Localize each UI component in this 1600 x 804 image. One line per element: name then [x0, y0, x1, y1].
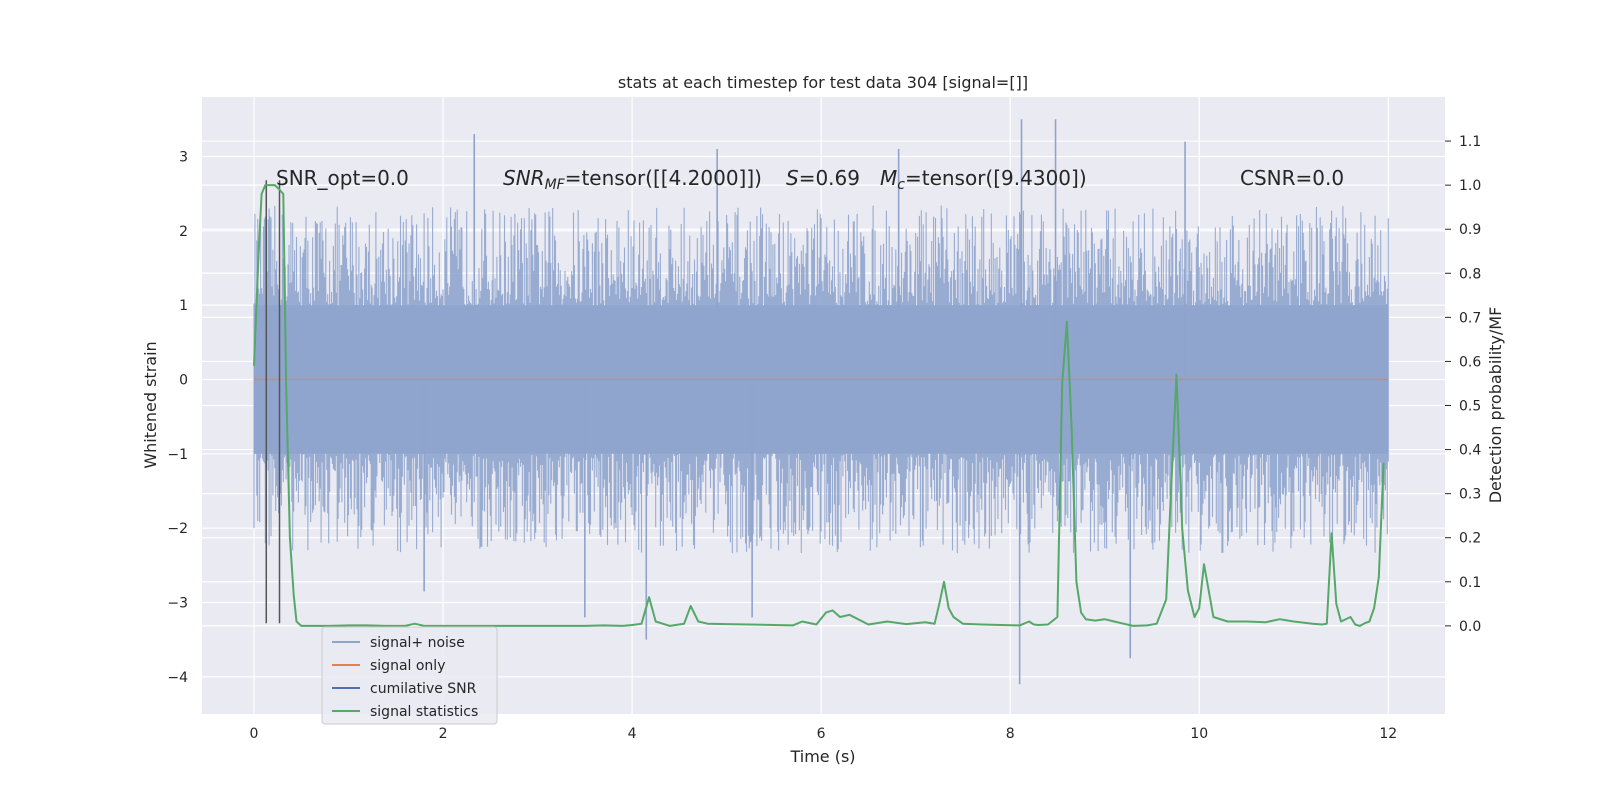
signal-statistics-line: [253, 184, 1385, 627]
mc-subscript: c: [897, 177, 905, 193]
annotation-csnr: CSNR=0.0: [1240, 166, 1344, 190]
s-symbol: S: [786, 166, 799, 190]
annotation-s: S=0.69: [786, 166, 860, 190]
y-right-tick-label: 0.7: [1459, 310, 1481, 326]
annotation-mc: Mc=tensor([9.4300]): [880, 166, 1087, 193]
y-right-tick-label: 1.0: [1459, 178, 1481, 194]
y-right-tick-label: 0.6: [1459, 354, 1481, 370]
y-right-tick-label: 0.1: [1459, 575, 1481, 591]
snr-mf-subscript: MF: [545, 177, 566, 193]
x-tick-label: 4: [628, 726, 637, 742]
x-tick-label: 8: [1006, 726, 1015, 742]
y-tick-label: −1: [167, 447, 188, 463]
vertical-markers: [265, 180, 281, 624]
y-right-tick-labels: 0.0 0.1 0.2 0.3 0.4 0.5 0.6 0.7 0.8 0.9 1.0 1.1: [1445, 134, 1481, 635]
y-right-tick-label: 0.3: [1459, 487, 1481, 503]
legend-label: signal+ noise: [370, 635, 465, 651]
y-tick-label: −4: [167, 670, 188, 686]
y-right-tick-label: 0.8: [1459, 266, 1481, 282]
legend-items: signal+ noise signal only cumilative SNR si…: [332, 635, 478, 720]
noise-trace: [253, 205, 1389, 554]
y-right-tick-label: 1.1: [1459, 134, 1481, 150]
legend-label: signal statistics: [370, 704, 478, 720]
snr-mf-symbol: SNR: [503, 166, 545, 190]
y-tick-labels: −4 −3 −2 −1 0 1 2 3: [167, 149, 188, 685]
y-tick-label: 3: [179, 149, 188, 165]
legend-label: signal only: [370, 658, 445, 674]
legend-label: cumilative SNR: [370, 681, 477, 697]
x-tick-label: 10: [1190, 726, 1208, 742]
y-right-tick-label: 0.0: [1459, 619, 1481, 635]
y-right-tick-label: 0.4: [1459, 443, 1481, 459]
mc-symbol: M: [880, 166, 897, 190]
y-axis-label: Whitened strain: [141, 341, 160, 468]
x-tick-label: 0: [250, 726, 259, 742]
snr-mf-value: =tensor([[4.2000]]): [565, 166, 762, 190]
s-value: =0.69: [799, 166, 860, 190]
x-tick-label: 12: [1379, 726, 1397, 742]
y-right-tick-label: 0.2: [1459, 531, 1481, 547]
x-tick-label: 6: [817, 726, 826, 742]
series-signal-statistics: [253, 184, 1385, 627]
y-tick-label: 2: [179, 224, 188, 240]
chart-title: stats at each timestep for test data 304…: [618, 73, 1028, 92]
annotation-snr-opt: SNR_opt=0.0: [276, 166, 409, 190]
y-tick-label: −3: [167, 595, 188, 611]
legend: signal+ noise signal only cumilative SNR si…: [321, 626, 498, 725]
mc-value: =tensor([9.4300]): [905, 166, 1087, 190]
x-tick-label: 2: [439, 726, 448, 742]
x-axis-label: Time (s): [789, 747, 855, 766]
y-right-tick-label: 0.9: [1459, 222, 1481, 238]
y-right-tick-label: 0.5: [1459, 399, 1481, 415]
y-tick-label: 0: [179, 372, 188, 388]
annotation-snr-mf: SNRMF=tensor([[4.2000]]): [503, 166, 762, 193]
y-right-axis-label: Detection probability/MF: [1486, 307, 1505, 504]
legend-box: [321, 626, 498, 725]
x-tick-labels: 0 2 4 6 8 10 12: [250, 726, 1398, 742]
y-tick-label: 1: [179, 298, 188, 314]
y-tick-label: −2: [167, 521, 188, 537]
